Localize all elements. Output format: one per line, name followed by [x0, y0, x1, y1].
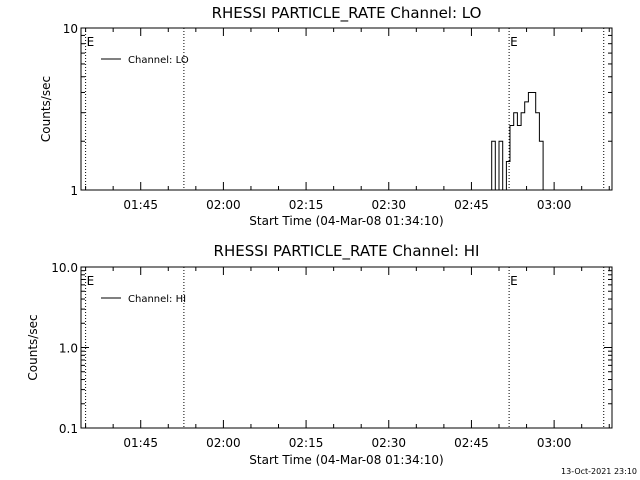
x-tick-label: 02:15 — [289, 198, 324, 212]
y-tick-label: 0.1 — [59, 422, 78, 436]
x-tick-label: 02:45 — [454, 436, 489, 450]
x-axis-label: Start Time (04-Mar-08 01:34:10) — [249, 453, 443, 467]
plot-frame — [80, 27, 613, 191]
x-tick-label: 01:45 — [123, 198, 158, 212]
x-tick-label: 02:00 — [206, 198, 241, 212]
y-tick-label: 1.0 — [59, 342, 78, 356]
chart-title: RHESSI PARTICLE_RATE Channel: HI — [214, 242, 480, 261]
event-marker-label: E — [510, 274, 518, 288]
x-tick-label: 02:15 — [289, 436, 324, 450]
chart-title: RHESSI PARTICLE_RATE Channel: LO — [212, 4, 482, 23]
x-axis-label: Start Time (04-Mar-08 01:34:10) — [249, 214, 443, 228]
legend-label: Channel: HI — [128, 294, 186, 305]
x-tick-label: 03:00 — [537, 436, 572, 450]
x-tick-label: 03:00 — [537, 198, 572, 212]
legend-label: Channel: LO — [128, 55, 189, 66]
x-tick-label: 02:00 — [206, 436, 241, 450]
plot-frame — [80, 266, 613, 429]
x-tick-label: 02:45 — [454, 198, 489, 212]
lo-channel-panel: RHESSI PARTICLE_RATE Channel: LO 01:45 02:… — [39, 4, 613, 228]
x-tick-label: 02:30 — [371, 198, 406, 212]
y-axis-label: Counts/sec — [26, 314, 40, 380]
x-tick-label: 01:45 — [123, 436, 158, 450]
y-axis-label: Counts/sec — [39, 76, 53, 142]
series-line — [491, 92, 544, 191]
event-marker-label: E — [87, 35, 95, 49]
event-marker-label: E — [87, 274, 95, 288]
y-tick-label: 10 — [63, 22, 78, 36]
y-tick-label: 1 — [70, 184, 78, 198]
event-marker-label: E — [510, 35, 518, 49]
x-tick-label: 02:30 — [371, 436, 406, 450]
y-tick-label: 10.0 — [51, 261, 78, 275]
hi-channel-panel: RHESSI PARTICLE_RATE Channel: HI 01:45 02:… — [26, 242, 613, 467]
footer-timestamp: 13-Oct-2021 23:10 — [561, 467, 637, 476]
